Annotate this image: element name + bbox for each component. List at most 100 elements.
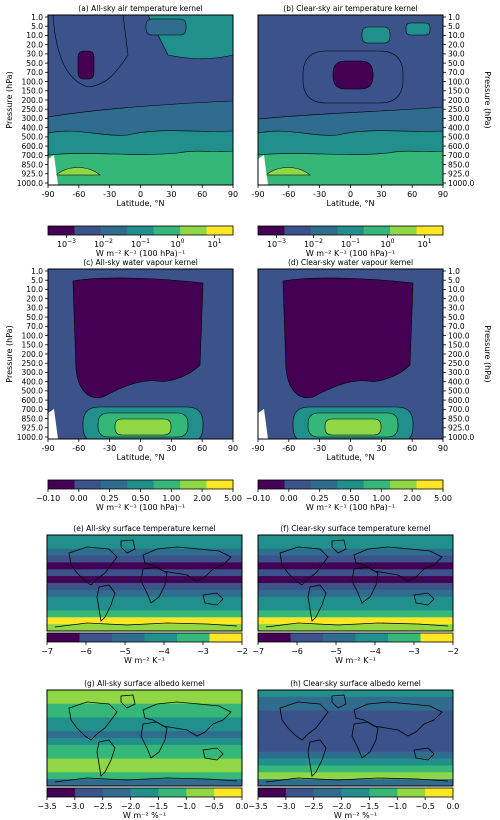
map-band bbox=[47, 583, 242, 591]
map-panel-h: (h) Clear-sky surface albedo kernel bbox=[257, 679, 454, 787]
colorbar-swatch bbox=[310, 226, 338, 235]
y-tick-label: 850.0 bbox=[22, 414, 44, 423]
continent-outline bbox=[331, 694, 347, 709]
y-tick-label: 250.0 bbox=[22, 105, 44, 114]
map-band bbox=[47, 765, 242, 773]
colorbar-swatch bbox=[153, 226, 181, 235]
y-tick-label: 50.0 bbox=[448, 313, 465, 322]
colorbar-tick-label: −2.0 bbox=[121, 802, 140, 811]
x-tick-label: -30 bbox=[103, 190, 116, 199]
contour-level bbox=[258, 150, 443, 185]
contour-level bbox=[77, 50, 95, 80]
x-tick-label: 60 bbox=[407, 190, 417, 199]
y-tick-label: 50.0 bbox=[448, 59, 465, 68]
contour-fill bbox=[48, 269, 233, 439]
colorbar-tick-label: −1.0 bbox=[177, 802, 196, 811]
continent-outline bbox=[54, 622, 238, 628]
map-band bbox=[258, 717, 453, 725]
y-tick-label: 300.0 bbox=[22, 368, 44, 377]
missing-data-region bbox=[258, 409, 268, 439]
colorbar-tick-label: −6 bbox=[80, 647, 92, 656]
map-band bbox=[47, 744, 242, 753]
colorbar-tick-label: −3.0 bbox=[65, 802, 84, 811]
colorbar-swatch bbox=[363, 226, 391, 235]
colorbar-tick-label: −3 bbox=[197, 647, 209, 656]
panel-title: (c) All-sky water vapour kernel bbox=[83, 258, 198, 267]
y-tick-label: 70.0 bbox=[26, 68, 43, 77]
map-band bbox=[258, 569, 453, 577]
colorbar-label: W m⁻² K⁻¹ bbox=[335, 656, 376, 665]
map-band bbox=[258, 617, 453, 625]
colorbar-swatch bbox=[337, 226, 365, 235]
colorbar-tick-label: −2.5 bbox=[304, 802, 323, 811]
missing-data-region bbox=[48, 155, 58, 185]
y-tick-label: 500.0 bbox=[22, 387, 44, 396]
y-tick-label: 5.0 bbox=[448, 22, 460, 31]
map-band bbox=[47, 596, 242, 604]
map-band bbox=[258, 772, 453, 780]
y-tick-label: 200.0 bbox=[22, 96, 44, 105]
y-tick-label: 10.0 bbox=[448, 31, 465, 40]
colorbar: −7 −6 −5 −4 −3 −2 W m⁻² K⁻¹ bbox=[252, 632, 459, 665]
colorbar-tick-label: 101 bbox=[207, 238, 221, 249]
map-band bbox=[258, 562, 453, 570]
map-band bbox=[258, 624, 453, 632]
x-tick-label: -90 bbox=[251, 444, 264, 453]
colorbar-tick-label: −1.5 bbox=[360, 802, 379, 811]
x-tick-label: 90 bbox=[438, 444, 448, 453]
map-band bbox=[258, 758, 453, 766]
contour-level bbox=[55, 167, 101, 176]
colorbar-label: W m⁻² K⁻¹ (100 hPa)⁻¹ bbox=[96, 249, 185, 258]
panel-title: (e) All-sky surface temperature kernel bbox=[73, 524, 215, 533]
colorbar-swatch bbox=[177, 633, 210, 642]
continent-outline bbox=[96, 739, 116, 777]
missing-data-region bbox=[258, 155, 268, 185]
y-tick-label: 400.0 bbox=[448, 377, 470, 386]
y-tick-label: 600.0 bbox=[448, 142, 470, 151]
map-band bbox=[258, 703, 453, 711]
colorbar-tick-label: −2 bbox=[236, 647, 248, 656]
colorbar-swatch bbox=[388, 633, 421, 642]
map-band bbox=[258, 744, 453, 753]
x-tick-label: 30 bbox=[376, 444, 386, 453]
y-tick-label: 150.0 bbox=[448, 341, 470, 350]
continent-outline bbox=[202, 747, 224, 761]
contour-level bbox=[282, 277, 414, 399]
colorbar-tick-label: −1.5 bbox=[149, 802, 168, 811]
y-tick-label: 20.0 bbox=[26, 40, 43, 49]
y-tick-label: 30.0 bbox=[26, 50, 43, 59]
y-tick-label: 200.0 bbox=[22, 350, 44, 359]
colorbar-tick-label: −0.10 bbox=[36, 494, 61, 503]
y-tick-label: 70.0 bbox=[26, 322, 43, 331]
map-band bbox=[258, 731, 453, 739]
colorbar-swatch bbox=[290, 633, 324, 642]
colorbar-swatch bbox=[130, 788, 159, 797]
map-band bbox=[47, 758, 242, 766]
y-tick-label: 925.0 bbox=[448, 170, 470, 179]
y-tick-label: 300.0 bbox=[22, 114, 44, 123]
y-tick-label: 20.0 bbox=[448, 294, 465, 303]
colorbar-tick-label: 1.00 bbox=[162, 494, 180, 503]
y-tick-label: 700.0 bbox=[448, 405, 470, 414]
panel-title: (b) Clear-sky air temperature kernel bbox=[283, 4, 417, 13]
y-tick-label: 850.0 bbox=[448, 160, 470, 169]
panel-title: (g) All-sky surface albedo kernel bbox=[84, 679, 205, 688]
map-band bbox=[258, 596, 453, 604]
colorbar-tick-label: 10−3 bbox=[57, 238, 76, 249]
map-band bbox=[258, 710, 453, 718]
contour-fill bbox=[48, 15, 233, 185]
y-tick-label: 1000.0 bbox=[17, 433, 43, 442]
colorbar-swatch bbox=[355, 633, 389, 642]
colorbar-swatch bbox=[214, 788, 243, 797]
map-band bbox=[47, 535, 242, 543]
y-tick-label: 925.0 bbox=[448, 424, 470, 433]
contour-panel-c: (c) All-sky water vapour kernel -90 -60 -30… bbox=[5, 258, 238, 462]
y-tick-label: 100.0 bbox=[22, 77, 44, 86]
y-tick-label: 1.0 bbox=[448, 267, 460, 276]
y-tick-label: 200.0 bbox=[448, 96, 470, 105]
colorbar-tick-label: 0.0 bbox=[236, 802, 249, 811]
continent-outline bbox=[140, 721, 168, 759]
colorbar-swatch bbox=[258, 226, 285, 235]
colorbar-swatch bbox=[158, 788, 187, 797]
